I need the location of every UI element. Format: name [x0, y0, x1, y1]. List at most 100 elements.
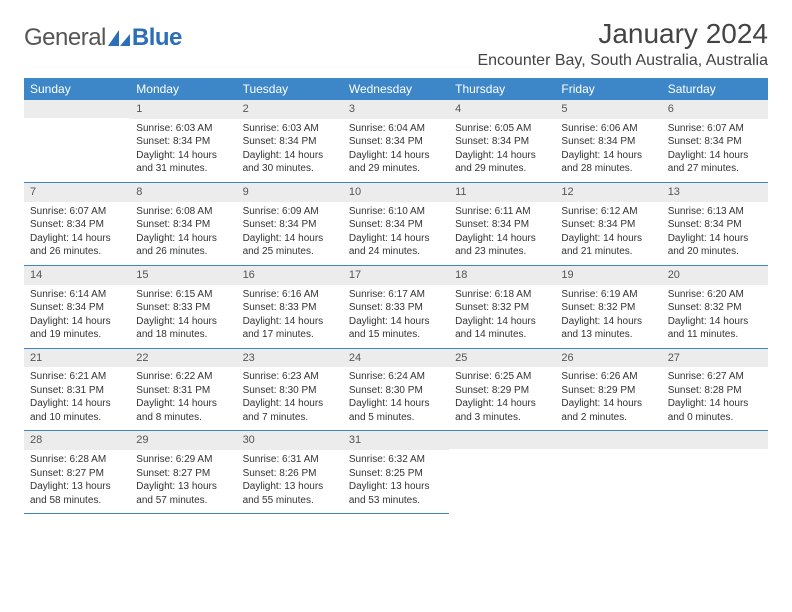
day-details: Sunrise: 6:27 AMSunset: 8:28 PMDaylight:…	[662, 367, 768, 430]
day-details: Sunrise: 6:31 AMSunset: 8:26 PMDaylight:…	[237, 450, 343, 513]
day-details: Sunrise: 6:32 AMSunset: 8:25 PMDaylight:…	[343, 450, 449, 513]
weekday-header: Saturday	[662, 78, 768, 100]
day-details: Sunrise: 6:26 AMSunset: 8:29 PMDaylight:…	[555, 367, 661, 430]
day-number: 22	[130, 349, 236, 368]
weekday-header: Friday	[555, 78, 661, 100]
empty-day-number	[449, 431, 555, 449]
calendar-cell: 30Sunrise: 6:31 AMSunset: 8:26 PMDayligh…	[237, 431, 343, 514]
calendar-cell: 24Sunrise: 6:24 AMSunset: 8:30 PMDayligh…	[343, 348, 449, 431]
day-details: Sunrise: 6:05 AMSunset: 8:34 PMDaylight:…	[449, 119, 555, 182]
day-details: Sunrise: 6:22 AMSunset: 8:31 PMDaylight:…	[130, 367, 236, 430]
day-number: 20	[662, 266, 768, 285]
calendar-cell	[662, 431, 768, 514]
logo: General Blue	[24, 24, 182, 52]
day-details: Sunrise: 6:15 AMSunset: 8:33 PMDaylight:…	[130, 285, 236, 348]
calendar-cell: 18Sunrise: 6:18 AMSunset: 8:32 PMDayligh…	[449, 265, 555, 348]
calendar-cell: 25Sunrise: 6:25 AMSunset: 8:29 PMDayligh…	[449, 348, 555, 431]
calendar-header-row: SundayMondayTuesdayWednesdayThursdayFrid…	[24, 78, 768, 100]
calendar-cell: 1Sunrise: 6:03 AMSunset: 8:34 PMDaylight…	[130, 100, 236, 182]
calendar-cell: 13Sunrise: 6:13 AMSunset: 8:34 PMDayligh…	[662, 182, 768, 265]
day-details: Sunrise: 6:25 AMSunset: 8:29 PMDaylight:…	[449, 367, 555, 430]
day-details: Sunrise: 6:09 AMSunset: 8:34 PMDaylight:…	[237, 202, 343, 265]
day-details: Sunrise: 6:03 AMSunset: 8:34 PMDaylight:…	[237, 119, 343, 182]
month-title: January 2024	[477, 18, 768, 50]
day-number: 8	[130, 183, 236, 202]
day-details: Sunrise: 6:17 AMSunset: 8:33 PMDaylight:…	[343, 285, 449, 348]
day-details: Sunrise: 6:28 AMSunset: 8:27 PMDaylight:…	[24, 450, 130, 513]
calendar-cell: 28Sunrise: 6:28 AMSunset: 8:27 PMDayligh…	[24, 431, 130, 514]
day-number: 4	[449, 100, 555, 119]
day-number: 21	[24, 349, 130, 368]
day-number: 10	[343, 183, 449, 202]
day-details: Sunrise: 6:06 AMSunset: 8:34 PMDaylight:…	[555, 119, 661, 182]
day-number: 13	[662, 183, 768, 202]
day-number: 31	[343, 431, 449, 450]
weekday-header: Sunday	[24, 78, 130, 100]
day-details: Sunrise: 6:07 AMSunset: 8:34 PMDaylight:…	[662, 119, 768, 182]
day-number: 1	[130, 100, 236, 119]
day-details: Sunrise: 6:04 AMSunset: 8:34 PMDaylight:…	[343, 119, 449, 182]
empty-day-number	[662, 431, 768, 449]
calendar-cell: 27Sunrise: 6:27 AMSunset: 8:28 PMDayligh…	[662, 348, 768, 431]
day-details: Sunrise: 6:18 AMSunset: 8:32 PMDaylight:…	[449, 285, 555, 348]
day-details: Sunrise: 6:14 AMSunset: 8:34 PMDaylight:…	[24, 285, 130, 348]
day-details: Sunrise: 6:03 AMSunset: 8:34 PMDaylight:…	[130, 119, 236, 182]
day-details: Sunrise: 6:20 AMSunset: 8:32 PMDaylight:…	[662, 285, 768, 348]
day-details: Sunrise: 6:12 AMSunset: 8:34 PMDaylight:…	[555, 202, 661, 265]
day-details: Sunrise: 6:21 AMSunset: 8:31 PMDaylight:…	[24, 367, 130, 430]
logo-sail-icon	[108, 30, 130, 46]
day-details: Sunrise: 6:07 AMSunset: 8:34 PMDaylight:…	[24, 202, 130, 265]
calendar-cell: 6Sunrise: 6:07 AMSunset: 8:34 PMDaylight…	[662, 100, 768, 182]
calendar-cell: 19Sunrise: 6:19 AMSunset: 8:32 PMDayligh…	[555, 265, 661, 348]
calendar-cell: 17Sunrise: 6:17 AMSunset: 8:33 PMDayligh…	[343, 265, 449, 348]
calendar-cell: 7Sunrise: 6:07 AMSunset: 8:34 PMDaylight…	[24, 182, 130, 265]
calendar-cell: 4Sunrise: 6:05 AMSunset: 8:34 PMDaylight…	[449, 100, 555, 182]
day-details: Sunrise: 6:13 AMSunset: 8:34 PMDaylight:…	[662, 202, 768, 265]
calendar-cell: 20Sunrise: 6:20 AMSunset: 8:32 PMDayligh…	[662, 265, 768, 348]
calendar-cell: 12Sunrise: 6:12 AMSunset: 8:34 PMDayligh…	[555, 182, 661, 265]
weekday-header: Thursday	[449, 78, 555, 100]
day-number: 2	[237, 100, 343, 119]
day-details: Sunrise: 6:10 AMSunset: 8:34 PMDaylight:…	[343, 202, 449, 265]
calendar-cell	[24, 100, 130, 182]
day-number: 27	[662, 349, 768, 368]
logo-text-blue: Blue	[132, 24, 182, 52]
day-number: 12	[555, 183, 661, 202]
calendar-cell: 15Sunrise: 6:15 AMSunset: 8:33 PMDayligh…	[130, 265, 236, 348]
day-details: Sunrise: 6:23 AMSunset: 8:30 PMDaylight:…	[237, 367, 343, 430]
calendar-cell	[449, 431, 555, 514]
weekday-header: Monday	[130, 78, 236, 100]
day-number: 17	[343, 266, 449, 285]
day-number: 3	[343, 100, 449, 119]
title-block: January 2024 Encounter Bay, South Austra…	[477, 18, 768, 70]
day-details: Sunrise: 6:24 AMSunset: 8:30 PMDaylight:…	[343, 367, 449, 430]
day-number: 11	[449, 183, 555, 202]
calendar-week-row: 21Sunrise: 6:21 AMSunset: 8:31 PMDayligh…	[24, 348, 768, 431]
day-number: 7	[24, 183, 130, 202]
page-header: General Blue January 2024 Encounter Bay,…	[24, 18, 768, 70]
empty-day-number	[24, 100, 130, 118]
day-details: Sunrise: 6:19 AMSunset: 8:32 PMDaylight:…	[555, 285, 661, 348]
calendar-cell	[555, 431, 661, 514]
calendar-cell: 10Sunrise: 6:10 AMSunset: 8:34 PMDayligh…	[343, 182, 449, 265]
calendar-cell: 29Sunrise: 6:29 AMSunset: 8:27 PMDayligh…	[130, 431, 236, 514]
day-number: 5	[555, 100, 661, 119]
day-number: 25	[449, 349, 555, 368]
day-number: 30	[237, 431, 343, 450]
calendar-table: SundayMondayTuesdayWednesdayThursdayFrid…	[24, 78, 768, 514]
calendar-cell: 5Sunrise: 6:06 AMSunset: 8:34 PMDaylight…	[555, 100, 661, 182]
calendar-week-row: 7Sunrise: 6:07 AMSunset: 8:34 PMDaylight…	[24, 182, 768, 265]
day-number: 16	[237, 266, 343, 285]
day-number: 15	[130, 266, 236, 285]
calendar-cell: 26Sunrise: 6:26 AMSunset: 8:29 PMDayligh…	[555, 348, 661, 431]
calendar-cell: 22Sunrise: 6:22 AMSunset: 8:31 PMDayligh…	[130, 348, 236, 431]
weekday-header: Tuesday	[237, 78, 343, 100]
calendar-cell: 21Sunrise: 6:21 AMSunset: 8:31 PMDayligh…	[24, 348, 130, 431]
location: Encounter Bay, South Australia, Australi…	[477, 52, 768, 70]
day-details: Sunrise: 6:11 AMSunset: 8:34 PMDaylight:…	[449, 202, 555, 265]
calendar-cell: 3Sunrise: 6:04 AMSunset: 8:34 PMDaylight…	[343, 100, 449, 182]
calendar-cell: 8Sunrise: 6:08 AMSunset: 8:34 PMDaylight…	[130, 182, 236, 265]
day-number: 18	[449, 266, 555, 285]
calendar-week-row: 28Sunrise: 6:28 AMSunset: 8:27 PMDayligh…	[24, 431, 768, 514]
day-number: 24	[343, 349, 449, 368]
